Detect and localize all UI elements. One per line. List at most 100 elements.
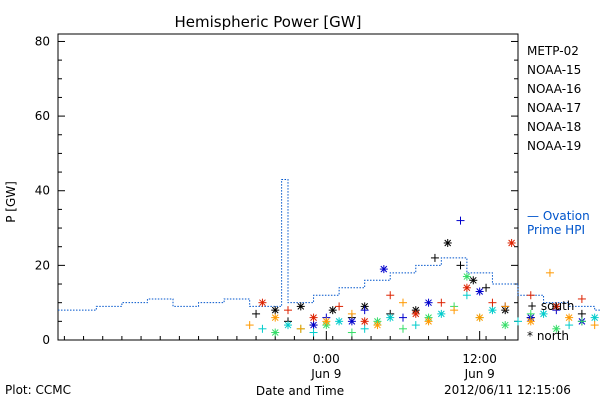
north-marker: [443, 238, 452, 247]
legend-entry: NOAA-18: [527, 120, 581, 134]
legend-entry: NOAA-15: [527, 63, 581, 77]
y-tick-label: 60: [35, 109, 50, 123]
south-marker: [590, 321, 599, 330]
north-marker: [284, 321, 292, 330]
south-marker: [360, 324, 369, 333]
north-marker: [328, 306, 337, 315]
north-marker: [462, 283, 471, 292]
north-marker: [424, 298, 433, 307]
south-marker: [430, 253, 439, 262]
north-marker: [565, 313, 574, 322]
south-marker: [347, 328, 356, 337]
plot-frame: [57, 33, 519, 341]
south-marker: [488, 298, 497, 307]
south-marker: [482, 283, 491, 292]
south-marker: [386, 291, 395, 300]
south-marker: [462, 291, 471, 300]
north-marker: [552, 302, 561, 311]
south-marker: [258, 324, 267, 333]
ovation-prime-hpi-line: [58, 179, 600, 311]
south-marker: [399, 298, 407, 307]
x-tick-date-label: Jun 9: [464, 367, 495, 381]
x-tick-label: 12:00: [462, 352, 497, 366]
south-marker: [450, 306, 459, 315]
marker-key-south: + south: [527, 299, 574, 313]
legend-entry: NOAA-19: [527, 139, 581, 153]
north-marker: [462, 272, 471, 281]
marker-key-north: * north: [527, 329, 569, 343]
north-marker: [309, 321, 318, 330]
south-marker: [296, 324, 305, 333]
north-marker: [271, 306, 280, 315]
north-marker: [552, 324, 561, 333]
south-marker: [501, 302, 510, 311]
south-marker: [411, 321, 420, 330]
x-axis-label: Date and Time: [256, 384, 344, 398]
legend-ovation-line1: — Ovation: [527, 209, 590, 223]
north-marker: [296, 302, 305, 311]
y-axis-label: P [GW]: [4, 181, 18, 223]
chart-title: Hemispheric Power [GW]: [175, 13, 362, 31]
plot-source: Plot: CCMC: [5, 383, 71, 397]
north-marker: [411, 309, 420, 318]
north-marker: [379, 265, 388, 274]
plot-timestamp: 2012/06/11 12:15:06: [444, 383, 571, 397]
south-marker: [545, 268, 554, 277]
north-marker: [526, 317, 535, 326]
data-points: [245, 216, 599, 337]
x-tick-date-label: Jun 9: [310, 367, 341, 381]
south-marker: [399, 313, 407, 322]
south-marker: [437, 298, 446, 307]
south-marker: [514, 317, 522, 326]
south-marker: [577, 317, 586, 326]
south-marker: [456, 216, 465, 225]
north-marker: [373, 321, 382, 330]
north-marker: [271, 313, 280, 322]
south-marker: [456, 261, 465, 270]
north-marker: [335, 317, 344, 326]
north-marker: [424, 317, 433, 326]
south-marker: [284, 306, 292, 315]
ovation-hpi-path: [58, 179, 600, 311]
north-marker: [469, 276, 478, 285]
legend: METP-02 NOAA-15 NOAA-16 NOAA-17 NOAA-18 NOAA-…: [527, 44, 590, 343]
north-marker: [590, 313, 599, 322]
south-marker: [526, 291, 535, 300]
south-marker: [577, 309, 586, 318]
north-marker: [309, 313, 318, 322]
x-tick-label: 0:00: [313, 352, 340, 366]
south-marker: [245, 321, 254, 330]
north-marker: [507, 238, 516, 247]
south-marker: [347, 309, 356, 318]
north-marker: [475, 287, 484, 296]
north-marker: [501, 321, 510, 330]
north-marker: [271, 328, 280, 337]
south-marker: [399, 324, 407, 333]
legend-entry: NOAA-17: [527, 101, 581, 115]
north-marker: [347, 317, 356, 326]
north-marker: [475, 313, 484, 322]
north-marker: [386, 313, 395, 322]
y-tick-label: 40: [35, 184, 50, 198]
south-marker: [360, 306, 369, 315]
y-tick-label: 0: [42, 333, 50, 347]
y-tick-label: 80: [35, 34, 50, 48]
legend-ovation-line2: Prime HPI: [527, 223, 585, 237]
south-marker: [309, 328, 318, 337]
north-marker: [322, 317, 331, 326]
y-axis: 0 20 40 60 80: [35, 34, 518, 347]
north-marker: [258, 298, 267, 307]
north-marker: [437, 309, 446, 318]
north-marker: [488, 306, 497, 315]
north-marker: [539, 309, 548, 318]
south-marker: [565, 321, 574, 330]
south-marker: [526, 309, 535, 318]
south-marker: [577, 294, 586, 303]
legend-entry: METP-02: [527, 44, 579, 58]
north-marker: [360, 317, 369, 326]
south-marker: [252, 309, 261, 318]
y-tick-label: 20: [35, 258, 50, 272]
south-marker: [335, 302, 344, 311]
